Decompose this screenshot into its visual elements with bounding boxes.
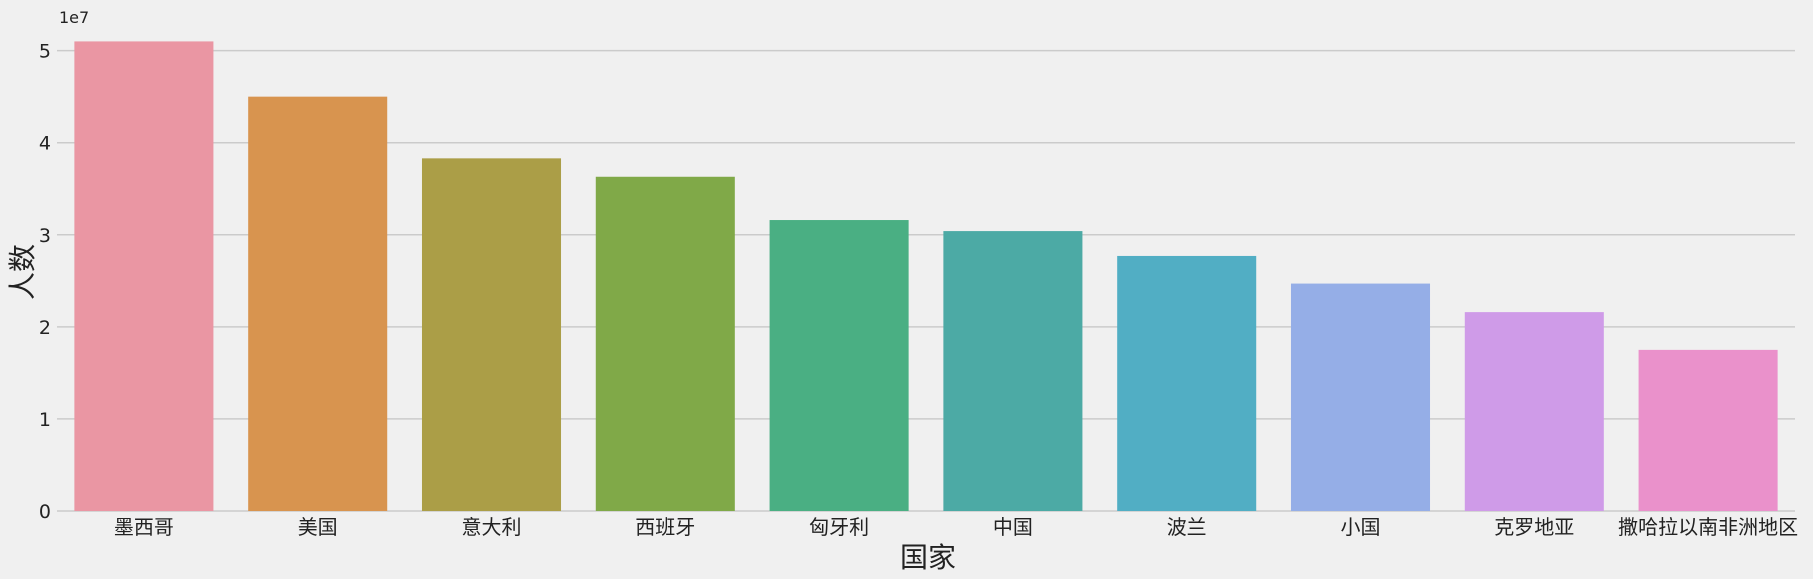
x-tick-label: 中国 [993,515,1033,539]
x-tick-label: 撒哈拉以南非洲地区 [1618,515,1798,539]
x-tick-label: 波兰 [1167,515,1207,539]
x-tick-label: 墨西哥 [114,515,174,539]
bar [943,231,1083,511]
bar [769,220,909,511]
x-tick-label: 小国 [1341,515,1381,539]
x-tick-label: 西班牙 [635,515,695,539]
x-axis-title: 国家 [900,541,956,574]
bar [1638,349,1778,511]
x-tick-labels: 墨西哥 美国 意大利 西班牙 匈牙利 中国 波兰 小国 克罗地亚 撒哈拉以南非洲地区 [114,515,1798,539]
y-tick-label: 0 [39,501,51,523]
y-scale-offset-label: 1e7 [59,8,89,27]
bar [421,158,562,511]
y-tick-labels: 0 1 2 3 4 5 [39,41,51,523]
bar [248,96,388,512]
bar [1290,283,1431,511]
x-tick-label: 意大利 [462,515,522,539]
x-tick-label: 克罗地亚 [1494,515,1574,539]
bar [1117,255,1257,511]
y-axis-title: 人数 [6,244,39,300]
bar [1464,312,1604,511]
y-tick-label: 2 [39,317,51,339]
bar [74,41,214,511]
y-tick-label: 5 [39,41,51,63]
x-tick-label: 匈牙利 [809,515,869,539]
y-tick-label: 1 [39,409,51,431]
y-tick-label: 3 [39,225,51,247]
y-tick-label: 4 [39,133,51,155]
bars [74,41,1778,512]
x-tick-label: 美国 [298,515,338,539]
bar [595,176,735,511]
